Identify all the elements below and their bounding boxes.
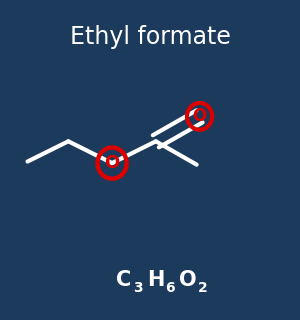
- Text: Ethyl formate: Ethyl formate: [70, 25, 230, 49]
- Text: O: O: [179, 270, 197, 290]
- Text: C: C: [116, 270, 131, 290]
- Text: O: O: [193, 108, 207, 125]
- Text: 6: 6: [166, 281, 175, 295]
- Text: 2: 2: [198, 281, 207, 295]
- Text: O: O: [104, 154, 120, 172]
- Text: H: H: [147, 270, 164, 290]
- Text: 3: 3: [134, 281, 143, 295]
